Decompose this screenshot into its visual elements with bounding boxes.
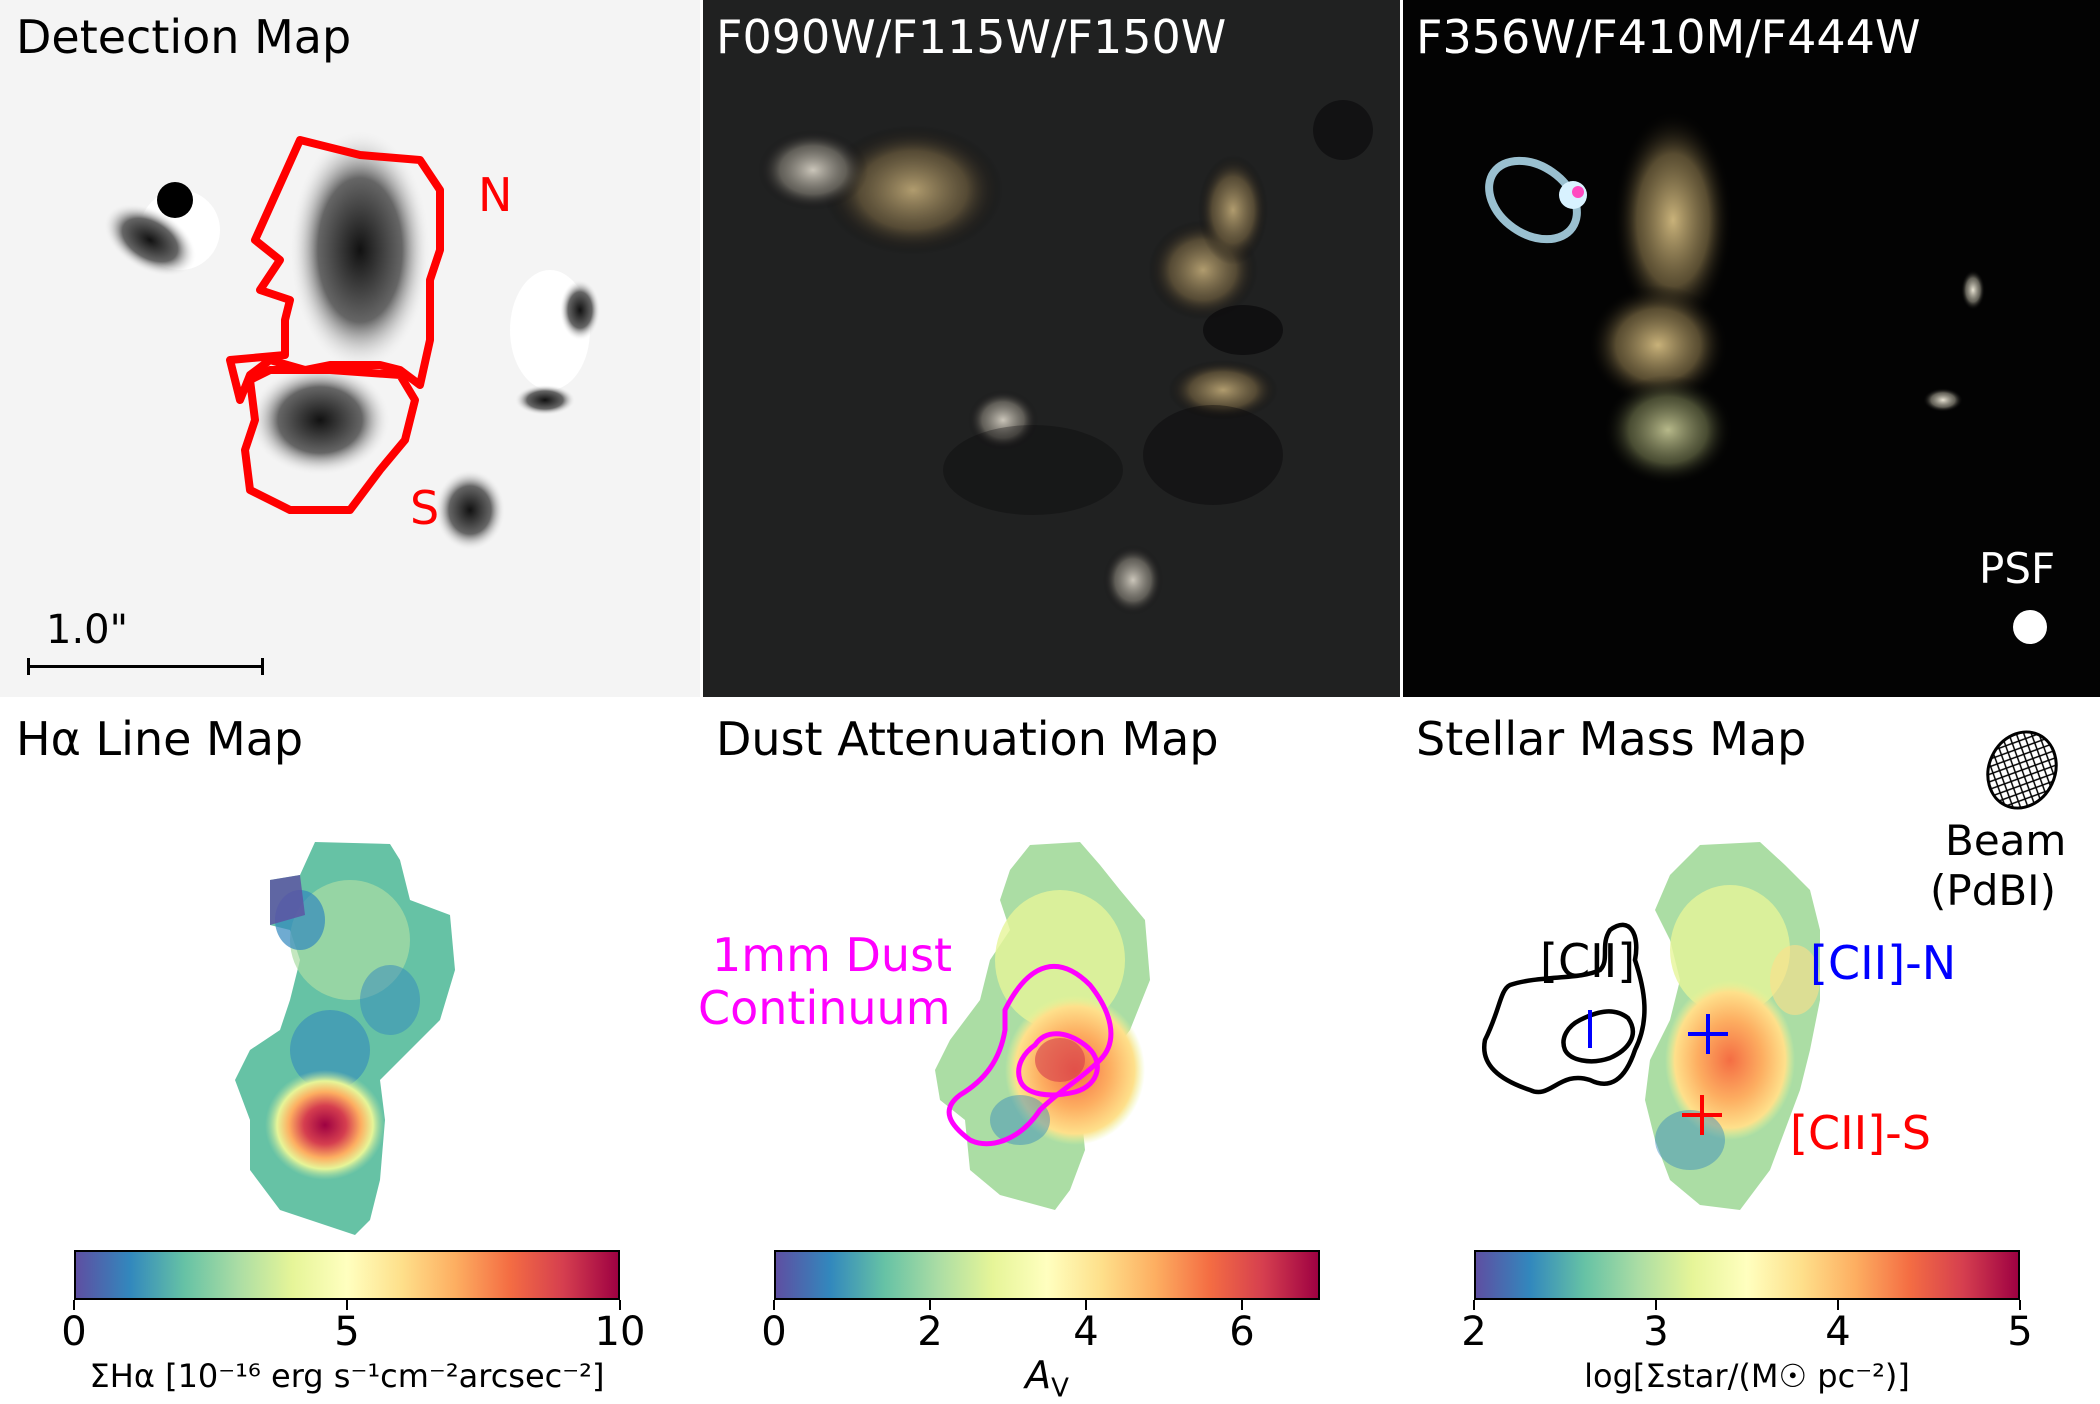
cii-s-cross-icon <box>1682 1095 1722 1135</box>
rgb-short-title: F090W/F115W/F150W <box>716 10 1227 64</box>
mass-colorbar-tick-label: 5 <box>2007 1309 2033 1355</box>
mass-colorbar-tick <box>1473 1300 1475 1310</box>
halpha-colorbar-tick <box>73 1300 75 1310</box>
halpha-map-panel: Hα Line Map <box>0 700 700 1255</box>
halpha-map-title: Hα Line Map <box>16 712 304 766</box>
cii-n-cross-icon <box>1688 1014 1728 1054</box>
halpha-colorbar-label: ΣHα [10⁻¹⁶ erg s⁻¹cm⁻²arcsec⁻²] <box>89 1357 605 1395</box>
mass-colorbar-tick-label: 3 <box>1643 1309 1669 1355</box>
dust-colorbar-tick <box>929 1300 931 1310</box>
mass-colorbar-label: log[Σstar/(M☉ pc⁻²)] <box>1584 1357 1910 1395</box>
dust-map-image <box>935 842 1150 1210</box>
dust-continuum-outer-contour <box>946 963 1114 1147</box>
rgb-short-image <box>703 0 1400 697</box>
mass-map-image <box>1481 842 1820 1210</box>
halpha-colorbar-tick-label: 0 <box>61 1309 87 1355</box>
mass-map-panel: Stellar Mass Map [CII] [CII]-N [CII]-S B… <box>1400 700 2100 1255</box>
dust-colorbar-tick <box>773 1300 775 1310</box>
north-label: N <box>478 168 513 222</box>
beam-ellipse-icon <box>1986 730 2058 810</box>
beam-label-line2: (PdBI) <box>1930 866 2056 915</box>
cii-label: [CII] <box>1540 934 1636 988</box>
dust-map-title: Dust Attenuation Map <box>716 712 1219 766</box>
dust-colorbar-tick <box>1241 1300 1243 1310</box>
rgb-long-wavelength-panel: F356W/F410M/F444W PSF <box>1403 0 2100 697</box>
halpha-colorbar-tick <box>346 1300 348 1310</box>
psf-label: PSF <box>1979 544 2056 593</box>
detection-map-title: Detection Map <box>16 10 352 64</box>
rgb-long-image <box>1403 0 2100 697</box>
detection-map-panel: Detection Map N S 1.0" <box>0 0 700 697</box>
scale-bar-label: 1.0" <box>46 607 129 653</box>
dust-continuum-inner-contour <box>1016 1031 1100 1098</box>
dust-colorbar-tick-label: 6 <box>1229 1309 1255 1355</box>
dust-map-panel: Dust Attenuation Map 1mm Dust Continuum <box>700 700 1400 1255</box>
cii-outer-contour <box>1481 922 1647 1095</box>
rgb-short-wavelength-panel: F090W/F115W/F150W <box>703 0 1400 697</box>
psf-marker <box>2013 610 2047 644</box>
rgb-long-title: F356W/F410M/F444W <box>1416 10 1921 64</box>
mass-colorbar-tick <box>1837 1300 1839 1310</box>
halpha-colorbar-tick <box>619 1300 621 1310</box>
cii-s-label: [CII]-S <box>1790 1106 1931 1160</box>
mass-colorbar-tick-label: 2 <box>1461 1309 1487 1355</box>
halpha-colorbar-tick-label: 5 <box>334 1309 360 1355</box>
cii-inner-contour <box>1561 1009 1636 1064</box>
mass-colorbar-tick <box>2019 1300 2021 1310</box>
dust-colorbar: AV 0 2 4 6 <box>761 1250 1320 1404</box>
south-label: S <box>410 481 440 535</box>
dust-colorbar-tick-label: 0 <box>761 1309 787 1355</box>
mass-colorbar-tick-label: 4 <box>1825 1309 1851 1355</box>
cii-n-label: [CII]-N <box>1810 936 1957 990</box>
halpha-map-image <box>235 842 455 1235</box>
halpha-colorbar: ΣHα [10⁻¹⁶ erg s⁻¹cm⁻²arcsec⁻²] 0 5 10 <box>61 1250 645 1400</box>
dust-contour-label-line2: Continuum <box>700 981 951 1035</box>
dust-colorbar-tick-label: 2 <box>917 1309 943 1355</box>
mass-colorbar: log[Σstar/(M☉ pc⁻²)] 2 3 4 5 <box>1461 1250 2033 1400</box>
dust-colorbar-tick <box>1085 1300 1087 1310</box>
halpha-colorbar-tick-label: 10 <box>594 1309 646 1355</box>
beam-label-line1: Beam <box>1945 816 2067 865</box>
dust-contour-label-line1: 1mm Dust <box>712 928 953 982</box>
dust-colorbar-label: AV <box>1025 1353 1069 1404</box>
mass-colorbar-tick <box>1655 1300 1657 1310</box>
mass-map-title: Stellar Mass Map <box>1416 712 1807 766</box>
detection-map-image <box>0 0 700 697</box>
south-region-contour <box>241 366 419 514</box>
dust-colorbar-tick-label: 4 <box>1073 1309 1099 1355</box>
cii-n-marker <box>1588 1010 1592 1048</box>
north-region-contour <box>226 136 444 404</box>
